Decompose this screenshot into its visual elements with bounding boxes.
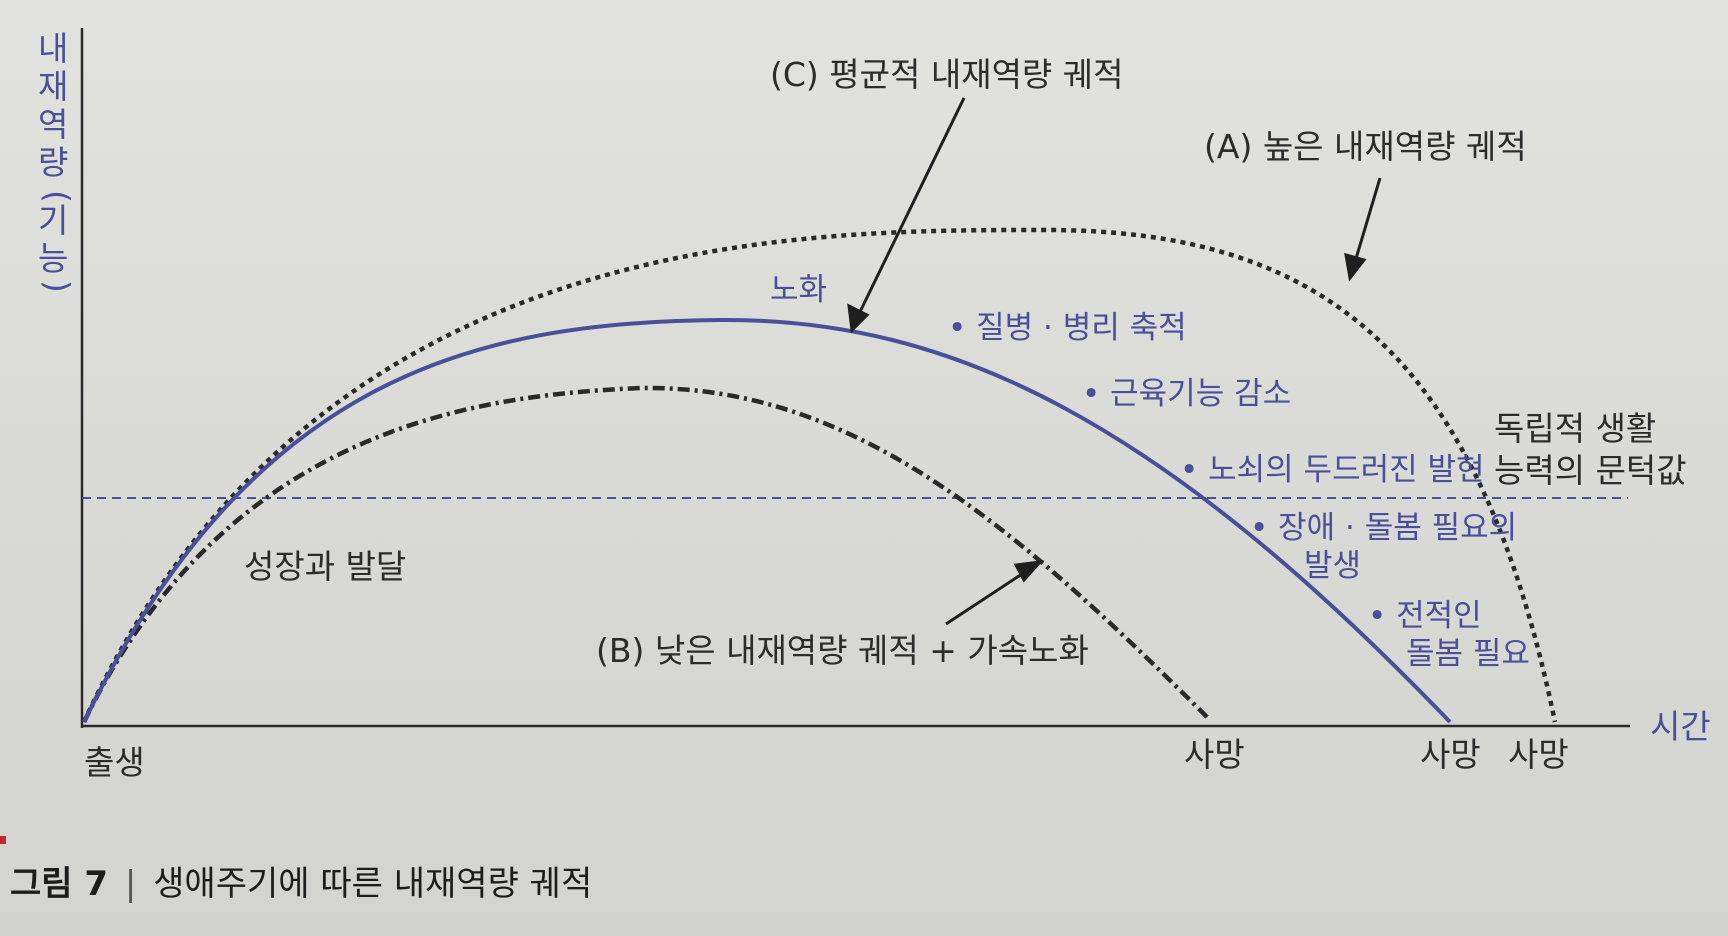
arrow-c xyxy=(847,97,966,334)
stage-full-care-cont: 돌봄 필요 xyxy=(1406,636,1530,672)
death-label-average: 사망 xyxy=(1420,735,1481,774)
curve-c-average-trajectory xyxy=(82,317,1452,724)
curve-a-label: (A) 높은 내재역량 궤적 xyxy=(1204,127,1527,166)
page-edge-mark xyxy=(0,836,6,844)
threshold-label-line1: 독립적 생활 xyxy=(1494,409,1656,448)
y-axis-char: 역 xyxy=(38,105,68,144)
figure-caption: 그림 7 | 생애주기에 따른 내재역량 궤적 xyxy=(10,856,592,905)
caption-text: 생애주기에 따른 내재역량 궤적 xyxy=(153,864,593,904)
aging-phase-label: 노화 xyxy=(770,272,827,308)
x-axis-label: 시간 xyxy=(1650,707,1711,746)
curve-b-low-trajectory xyxy=(81,385,1212,723)
curve-a-high-trajectory xyxy=(81,227,1558,723)
figure-number: 그림 7 xyxy=(10,864,109,904)
stage-disability-care: • 장애 · 돌봄 필요의 xyxy=(1250,510,1517,546)
threshold-label-line2: 능력의 문턱값 xyxy=(1494,451,1687,490)
death-label-high: 사망 xyxy=(1508,735,1569,774)
death-label-low: 사망 xyxy=(1184,735,1245,774)
caption-separator: | xyxy=(124,864,137,904)
birth-label: 출생 xyxy=(84,743,145,782)
growth-phase-label: 성장과 발달 xyxy=(244,547,406,586)
curve-b-label: (B) 낮은 내재역량 궤적 + 가속노화 xyxy=(596,631,1089,670)
curve-c-label: (C) 평균적 내재역량 궤적 xyxy=(770,55,1124,94)
y-axis-label: 내 재 역 량 ( 기 능 ) xyxy=(38,29,77,293)
y-axis-char: 량 xyxy=(38,143,68,182)
stage-disease-accumulation: • 질병 · 병리 축적 xyxy=(948,310,1187,346)
y-axis-char: 내 xyxy=(38,29,68,68)
stage-full-care: • 전적인 xyxy=(1368,598,1482,634)
stage-frailty: • 노쇠의 두드러진 발현 xyxy=(1180,452,1485,488)
arrow-b xyxy=(945,560,1044,626)
y-axis-char: ) xyxy=(38,280,77,293)
y-axis-char: 재 xyxy=(38,67,68,106)
y-axis-char: 기 xyxy=(38,201,68,240)
y-axis-char: ( xyxy=(38,190,77,203)
stage-disability-care-cont: 발생 xyxy=(1304,548,1361,584)
arrow-a xyxy=(1344,177,1382,282)
stage-muscle-decline: • 근육기능 감소 xyxy=(1082,376,1291,412)
y-axis-char: 능 xyxy=(38,239,68,278)
